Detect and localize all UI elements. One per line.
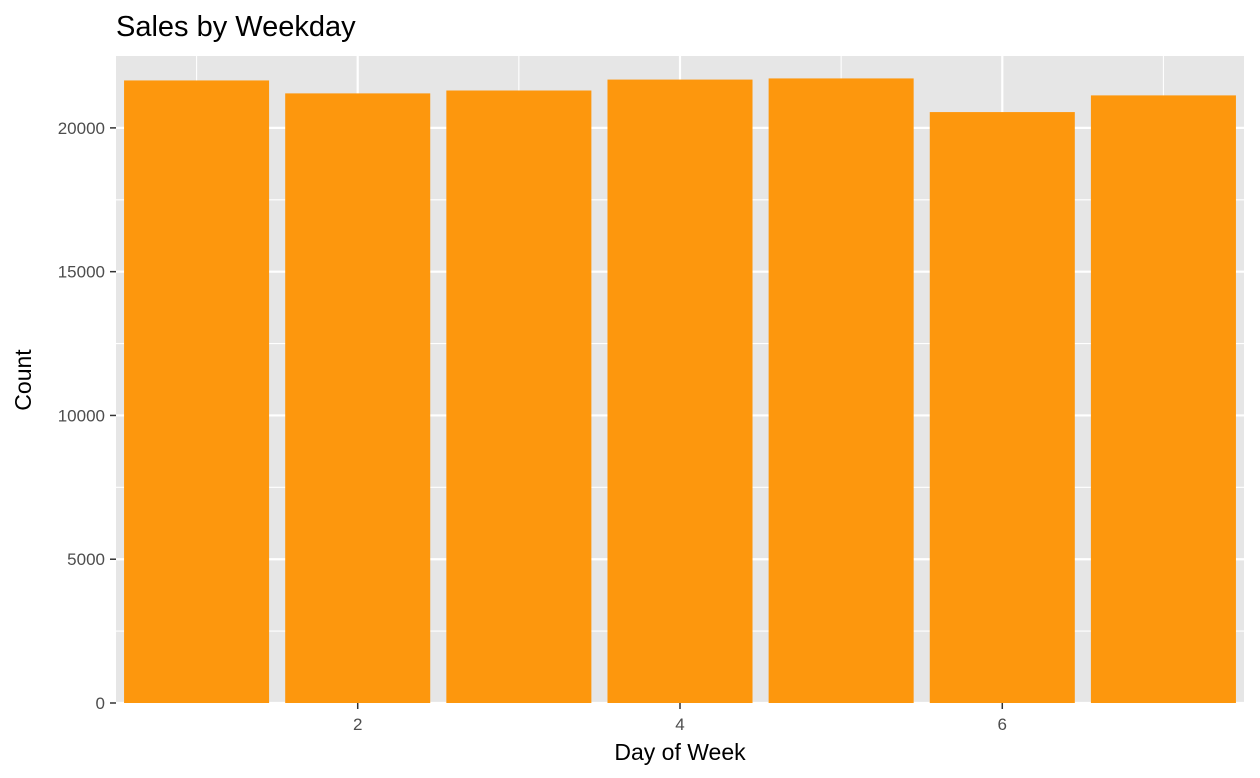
- y-tick-label: 0: [96, 694, 105, 713]
- bar-day-6: [929, 112, 1075, 703]
- bars-group: [124, 78, 1236, 704]
- y-tick-label: 10000: [58, 406, 105, 425]
- bar-day-4: [607, 79, 753, 704]
- x-tick-label: 6: [998, 715, 1007, 734]
- bar-day-1: [124, 80, 270, 704]
- y-tick-label: 15000: [58, 263, 105, 282]
- y-tick-label: 20000: [58, 119, 105, 138]
- bar-day-5: [768, 78, 914, 704]
- x-axis-title: Day of Week: [614, 739, 746, 765]
- y-axis-title: Count: [10, 349, 36, 411]
- x-tick-label: 4: [675, 715, 684, 734]
- bar-day-3: [446, 90, 592, 704]
- y-tick-label: 5000: [67, 550, 105, 569]
- axis-ticks: 2 4 6 0 5000 10000 15000 20000: [58, 119, 1007, 734]
- chart-title: Sales by Weekday: [116, 11, 356, 43]
- bar-day-7: [1090, 95, 1236, 703]
- x-tick-label: 2: [353, 715, 362, 734]
- bar-day-2: [285, 93, 431, 704]
